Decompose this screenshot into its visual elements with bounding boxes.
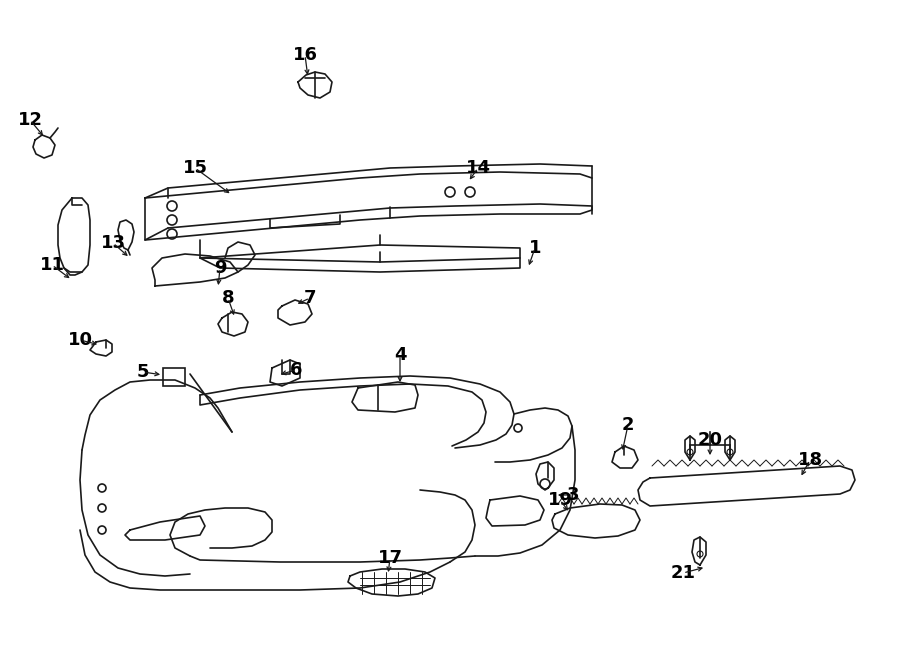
Text: 12: 12	[17, 111, 42, 129]
Text: 1: 1	[529, 239, 541, 257]
Text: 8: 8	[221, 289, 234, 307]
Text: 19: 19	[547, 491, 572, 509]
Text: 7: 7	[304, 289, 316, 307]
Text: 11: 11	[40, 256, 65, 274]
Text: 5: 5	[137, 363, 149, 381]
Text: 6: 6	[290, 361, 302, 379]
Text: 2: 2	[622, 416, 634, 434]
Text: 17: 17	[377, 549, 402, 567]
Text: 9: 9	[214, 259, 226, 277]
Text: 18: 18	[797, 451, 823, 469]
Text: 14: 14	[465, 159, 491, 177]
Bar	[163, 368, 185, 386]
Text: 3: 3	[567, 486, 580, 504]
Text: 21: 21	[670, 564, 696, 582]
Text: 13: 13	[101, 234, 125, 252]
Text: 16: 16	[292, 46, 318, 64]
Text: 4: 4	[394, 346, 406, 364]
Text: 20: 20	[698, 431, 723, 449]
Text: 15: 15	[183, 159, 208, 177]
Text: 10: 10	[68, 331, 93, 349]
